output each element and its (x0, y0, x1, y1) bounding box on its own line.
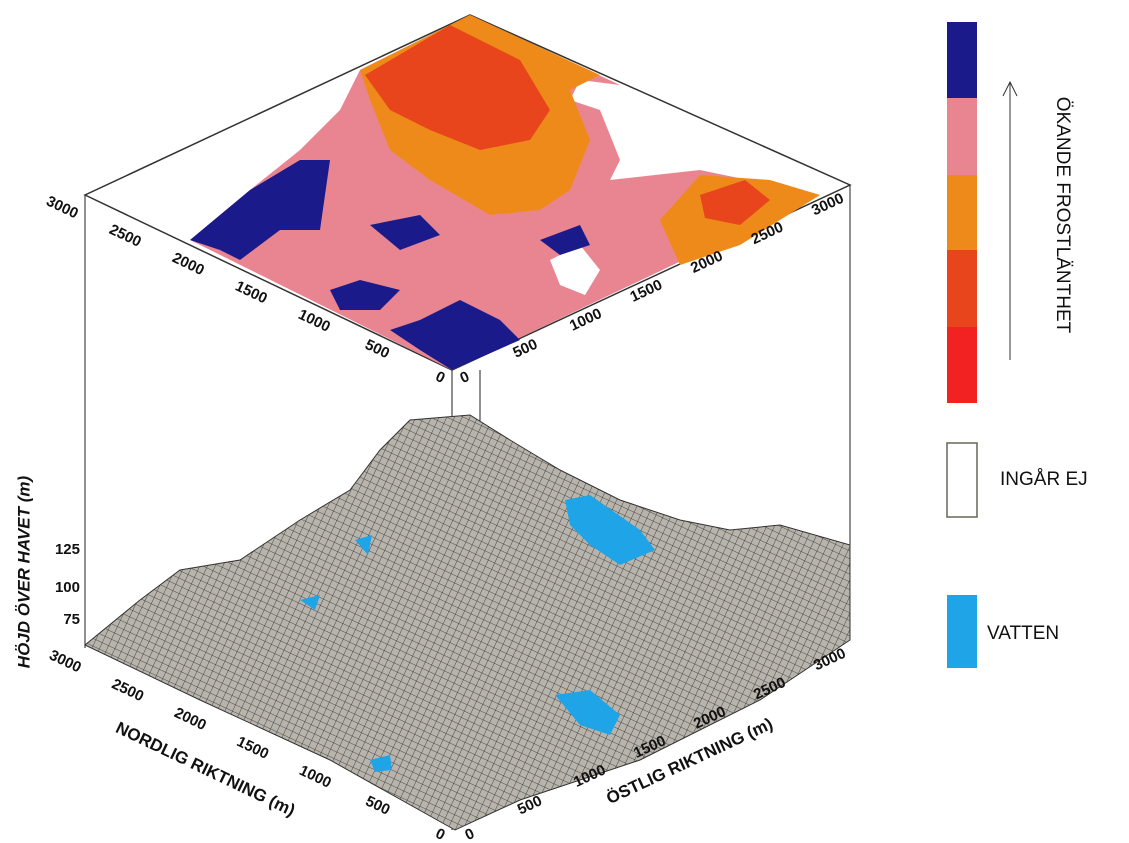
y-tick-label: 500 (363, 793, 393, 819)
top-left-tick-label: 1500 (233, 278, 270, 308)
y-tick-label: 0 (433, 825, 448, 843)
legend-excluded-label: INGÅR EJ (1000, 469, 1088, 490)
y-tick-label: 1500 (234, 733, 271, 763)
y-tick-label: 2500 (109, 675, 146, 705)
y-tick-label: 1000 (297, 762, 334, 792)
y-tick-label: 3000 (47, 647, 84, 677)
z-tick-label: 100 (55, 579, 80, 596)
top-right-tick-label: 0 (457, 368, 472, 387)
legend-water-label: VATTEN (987, 623, 1059, 644)
top-left-tick-label: 0 (433, 368, 448, 387)
y-tick-label: 2000 (172, 704, 209, 734)
top-left-tick-label: 2000 (170, 249, 207, 279)
figure: HÖJD ÖVER HAVET (m) NORDLIG RIKTNING (m)… (0, 0, 1129, 843)
z-tick-label: 125 (55, 541, 80, 558)
x-tick-label: 0 (462, 825, 477, 843)
legend (947, 22, 1017, 668)
y-axis-label: NORDLIG RIKTNING (m) (113, 718, 298, 820)
frost-map (85, 15, 850, 370)
z-tick-label: 75 (63, 611, 80, 628)
top-left-tick-label: 3000 (44, 193, 81, 223)
legend-scale-label: ÖKANDE FROSTLÄNTHET (1052, 97, 1073, 334)
z-axis-label: HÖJD ÖVER HAVET (m) (14, 475, 33, 668)
top-left-tick-label: 2500 (107, 221, 144, 251)
